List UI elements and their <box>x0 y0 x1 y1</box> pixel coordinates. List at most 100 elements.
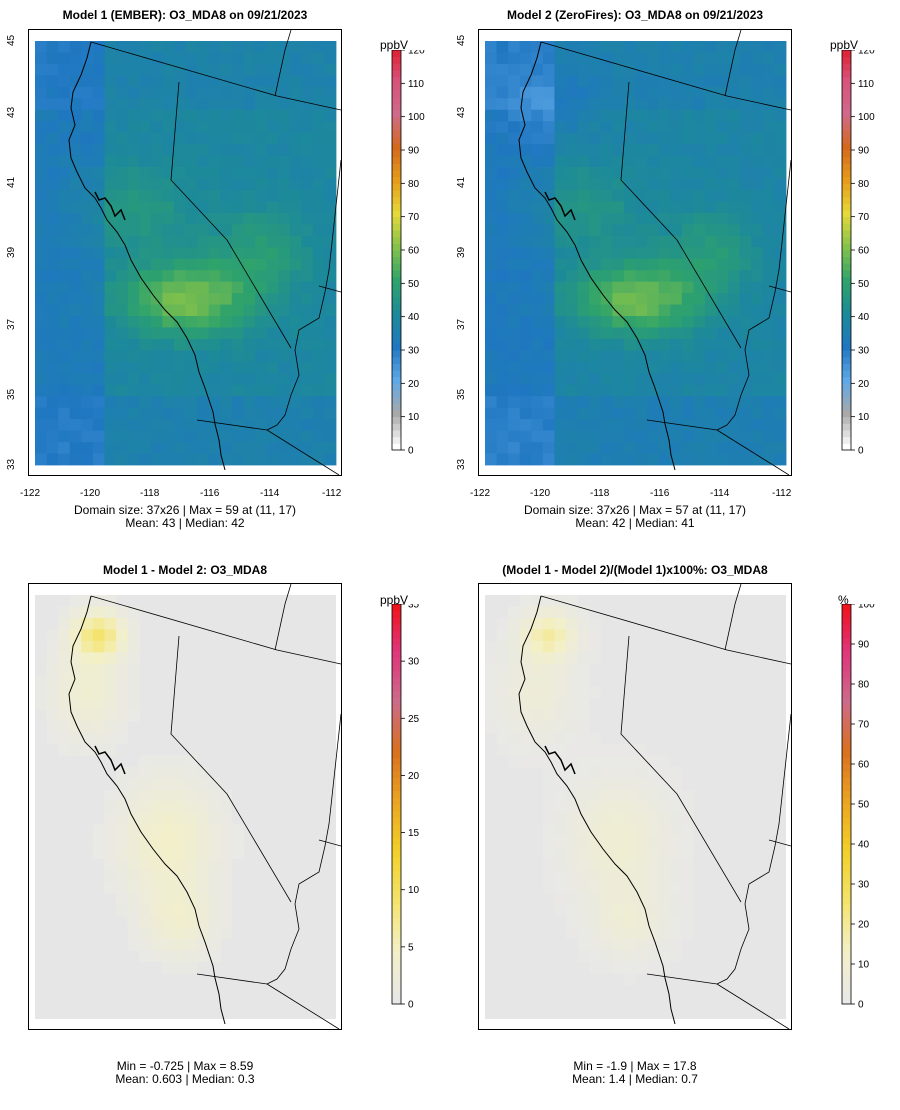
grid-cell <box>116 396 129 409</box>
grid-cell <box>577 201 590 214</box>
colorbar-segment <box>392 657 401 665</box>
grid-cell <box>231 121 244 134</box>
colorbar-segment <box>392 403 401 411</box>
grid-cell <box>231 430 244 443</box>
grid-cell <box>612 419 625 432</box>
grid-cell <box>46 109 59 122</box>
grid-cell <box>566 419 579 432</box>
grid-cell <box>519 270 532 283</box>
grid-cell <box>150 144 163 156</box>
grid-cell <box>197 224 210 237</box>
grid-cell <box>670 950 683 963</box>
grid-cell <box>739 75 752 88</box>
grid-cell <box>635 870 648 882</box>
grid-cell <box>589 316 602 328</box>
grid-cell <box>612 743 625 756</box>
grid-cell <box>69 675 82 688</box>
grid-cell <box>716 258 729 271</box>
colorbar-tick-label: 0 <box>858 1000 864 1011</box>
grid-cell <box>681 258 694 271</box>
grid-cell <box>104 338 117 351</box>
grid-cell <box>670 132 683 145</box>
grid-cell <box>774 63 787 76</box>
grid-cell <box>208 327 221 340</box>
grid-cell <box>519 732 532 745</box>
grid-cell <box>612 824 625 837</box>
grid-cell <box>69 629 82 642</box>
grid-cell <box>208 384 221 397</box>
grid-cell <box>231 293 244 305</box>
colorbar-segment <box>392 984 401 992</box>
grid-cell <box>589 430 602 443</box>
colorbar-segment <box>392 730 401 738</box>
grid-cell <box>162 847 175 859</box>
grid-cell <box>519 595 532 607</box>
grid-cell <box>312 132 325 145</box>
grid-cell <box>589 881 602 894</box>
grid-cell <box>704 281 717 294</box>
grid-cell <box>104 407 117 420</box>
colorbar-tick-label: 20 <box>858 920 870 931</box>
grid-cell <box>716 293 729 305</box>
grid-cell <box>728 63 741 76</box>
grid-cell <box>531 338 544 351</box>
grid-cell <box>185 755 198 768</box>
grid-cell <box>231 847 244 859</box>
grid-cell <box>612 167 625 179</box>
colorbar-segment <box>392 216 401 224</box>
grid-cell <box>751 224 764 237</box>
grid-cell <box>519 63 532 76</box>
grid-cell <box>324 350 337 363</box>
grid-cell <box>739 316 752 328</box>
grid-cell <box>762 178 775 191</box>
grid-cell <box>116 904 129 917</box>
grid-cell <box>681 155 694 168</box>
colorbar-segment <box>392 850 401 858</box>
grid-cell <box>496 224 509 237</box>
grid-cell <box>577 442 590 454</box>
grid-cell <box>554 258 567 271</box>
colorbar-segment <box>392 443 401 451</box>
colorbar-segment <box>842 964 851 972</box>
grid-cell <box>589 743 602 756</box>
grid-cell <box>139 98 152 111</box>
grid-cell <box>220 281 233 294</box>
grid-cell <box>496 396 509 409</box>
grid-cell <box>35 109 47 122</box>
grid-cell <box>716 63 729 76</box>
grid-cell <box>185 950 198 963</box>
grid-cell <box>312 178 325 191</box>
grid-cell <box>739 384 752 397</box>
colorbar-segment <box>842 396 851 404</box>
grid-cell <box>716 144 729 156</box>
grid-cell <box>751 361 764 374</box>
grid-cell <box>312 350 325 363</box>
grid-cell <box>485 155 497 168</box>
grid-cell <box>716 419 729 432</box>
grid-cell <box>623 212 636 225</box>
grid-cell <box>46 316 59 328</box>
grid-cell <box>589 778 602 791</box>
grid-cell <box>220 63 233 76</box>
map-frame <box>28 29 342 476</box>
grid-cell <box>150 86 163 99</box>
grid-cell <box>774 52 787 65</box>
grid-cell <box>127 155 140 168</box>
grid-cell <box>208 847 221 859</box>
grid-cell <box>162 430 175 443</box>
grid-cell <box>324 155 337 168</box>
grid-cell <box>612 155 625 168</box>
grid-cell <box>301 430 314 443</box>
grid-cell <box>92 189 105 202</box>
grid-cell <box>681 384 694 397</box>
grid-cell <box>127 327 140 340</box>
grid-cell <box>704 167 717 179</box>
grid-cell <box>542 870 555 882</box>
grid-cell <box>658 212 671 225</box>
grid-cell <box>589 858 602 871</box>
grid-cell <box>139 178 152 191</box>
grid-cell <box>577 109 590 122</box>
grid-cell <box>566 824 579 837</box>
grid-cell <box>774 178 787 191</box>
colorbar-segment <box>392 917 401 925</box>
